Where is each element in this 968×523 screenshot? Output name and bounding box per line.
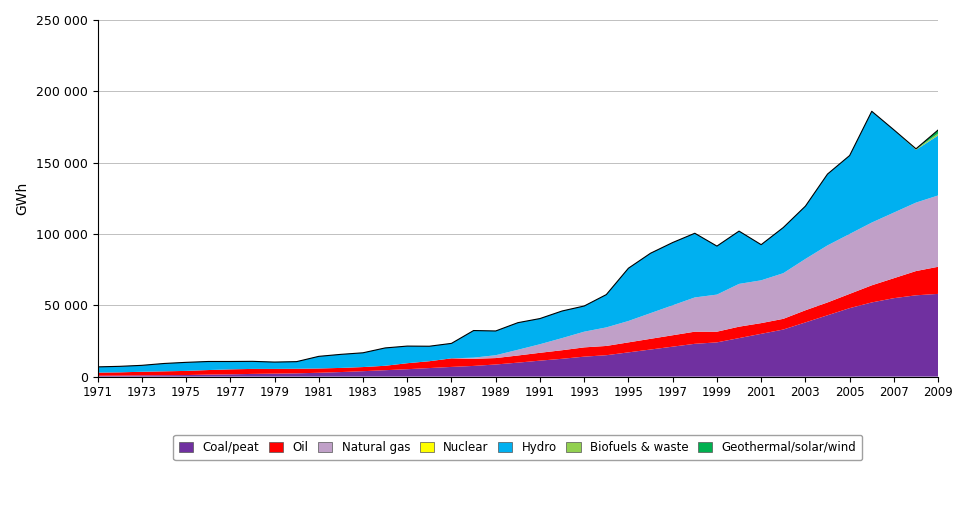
Y-axis label: GWh: GWh bbox=[15, 181, 29, 215]
Legend: Coal/peat, Oil, Natural gas, Nuclear, Hydro, Biofuels & waste, Geothermal/solar/: Coal/peat, Oil, Natural gas, Nuclear, Hy… bbox=[173, 435, 862, 460]
